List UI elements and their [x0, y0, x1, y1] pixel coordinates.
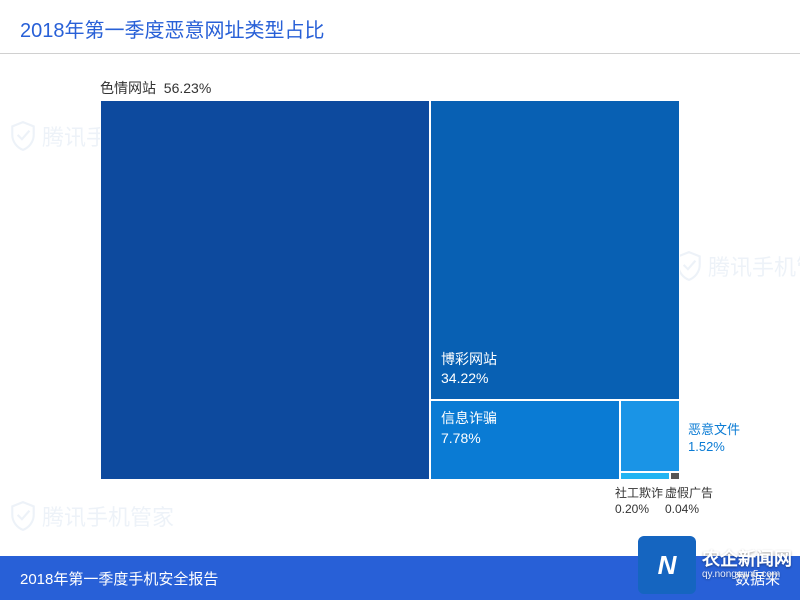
- header: 2018年第一季度恶意网址类型占比: [0, 0, 800, 54]
- treemap-block: [100, 100, 430, 480]
- overlay-logo-icon: N: [638, 536, 696, 594]
- watermark-text: 腾讯手机管家: [708, 250, 800, 282]
- overlay-logo: N 农企新闻网 qy.nongcun5.com: [638, 536, 792, 594]
- treemap-label: 社工欺诈0.20%: [615, 486, 663, 517]
- treemap-label: 虚假广告0.04%: [665, 486, 713, 517]
- treemap-block: 博彩网站34.22%: [430, 100, 680, 400]
- treemap-block: 信息诈骗7.78%: [430, 400, 620, 480]
- treemap-label: 博彩网站34.22%: [441, 350, 497, 389]
- treemap-block: [670, 472, 680, 480]
- footer-left: 2018年第一季度手机安全报告: [20, 568, 218, 589]
- treemap-label: 信息诈骗7.78%: [441, 409, 497, 448]
- overlay-logo-text: 农企新闻网 qy.nongcun5.com: [702, 550, 792, 581]
- treemap-top-label: 色情网站 56.23%: [100, 78, 211, 98]
- watermark: 腾讯手机管家: [676, 250, 800, 282]
- page-title: 2018年第一季度恶意网址类型占比: [20, 14, 780, 43]
- watermark: 腾讯手机管家: [10, 500, 174, 532]
- watermark-text: 腾讯手机管家: [42, 500, 174, 532]
- treemap-block: [620, 472, 670, 480]
- treemap-block: [620, 400, 680, 472]
- treemap-chart: 博彩网站34.22% 信息诈骗7.78%: [100, 100, 680, 480]
- treemap-label: 恶意文件1.52%: [688, 422, 740, 456]
